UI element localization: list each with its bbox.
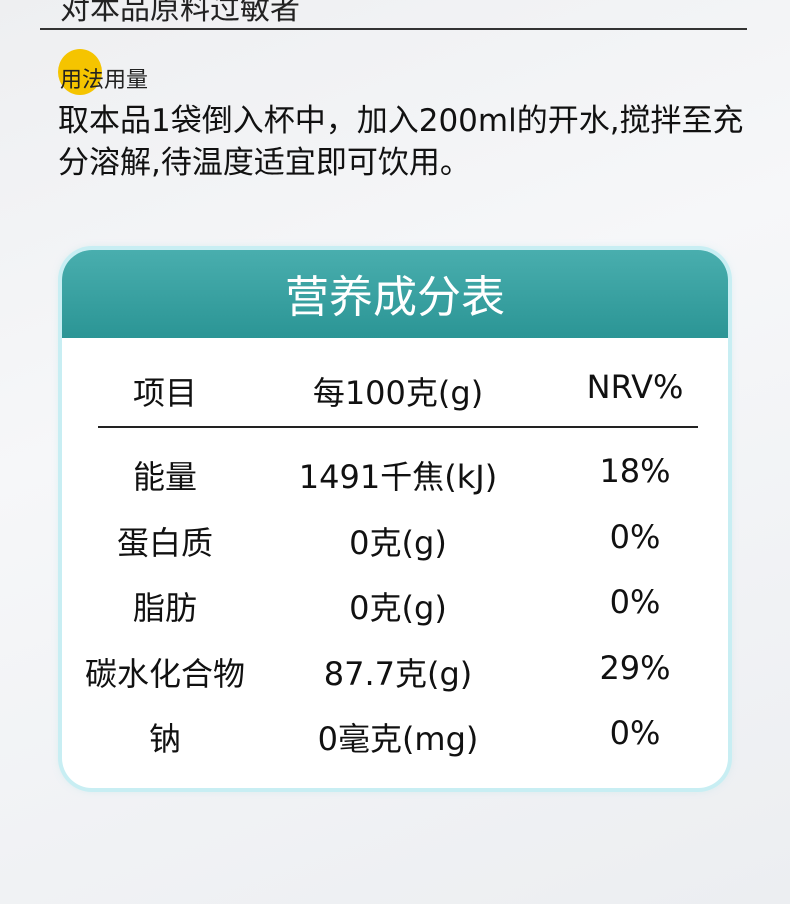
amount-per-100g: 0克(g) [349,589,447,627]
accent-dot [58,49,102,95]
nutrient-name: 脂肪 [132,589,198,627]
nutrition-table: 营养成分表 项目 每100克(g) NRV% 能量 1491千焦(kJ) 18% 蛋白… [62,250,728,788]
usage-title: 用法用量 [60,68,149,93]
nrv-percent: 0% [609,714,661,752]
nutrient-name: 蛋白质 [116,523,214,562]
table-header-row: 项目 每100克(g) NRV% [62,368,728,418]
table-row: 钠 0毫克(mg) 0% [62,714,728,764]
nutrient-name: 钠 [148,720,182,758]
column-header: 项目 [132,374,198,412]
amount-per-100g: 1491千焦(kJ) [298,458,498,496]
table-row: 蛋白质 0克(g) 0% [62,518,728,568]
nrv-percent: 29% [599,648,671,687]
divider [40,28,747,30]
column-header: 每100克(g) [312,374,484,412]
nrv-percent: 18% [599,452,671,490]
amount-per-100g: 0克(g) [349,523,447,562]
header-divider [98,426,698,428]
nrv-percent: 0% [609,583,661,621]
table-row: 能量 1491千焦(kJ) 18% [62,452,728,502]
nutrient-name: 能量 [132,458,198,496]
table-row: 脂肪 0克(g) 0% [62,583,728,633]
allergy-note: 对本品原料过敏者 [60,0,300,27]
amount-per-100g: 87.7克(g) [323,654,473,693]
amount-per-100g: 0毫克(mg) [317,720,479,758]
nutrition-title: 营养成分表 [62,250,728,338]
nutrient-name: 碳水化合物 [84,654,246,693]
column-header: NRV% [586,368,684,406]
nrv-percent: 0% [609,517,661,556]
usage-text: 取本品1袋倒入杯中，加入200ml的开水,搅拌至充分溶解,待温度适宜即可饮用。 [58,103,744,181]
table-row: 碳水化合物 87.7克(g) 29% [62,649,728,699]
